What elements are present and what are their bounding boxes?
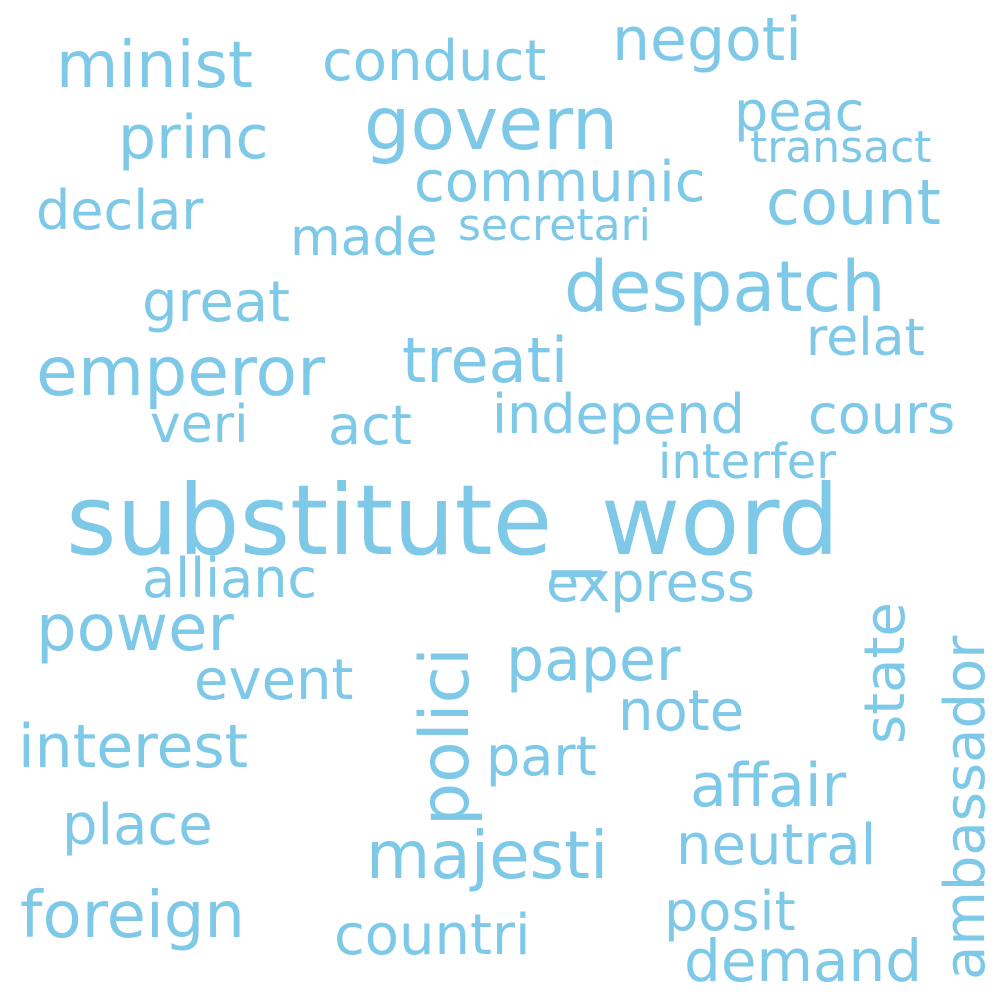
word-note: note bbox=[618, 679, 745, 744]
word-peac: peac bbox=[734, 80, 865, 143]
word-majesti: majesti bbox=[366, 817, 609, 894]
word-count: count bbox=[766, 166, 941, 239]
word-express: express bbox=[546, 551, 756, 614]
word-posit: posit bbox=[664, 880, 796, 943]
word-declar: declar bbox=[36, 179, 204, 242]
word-part: part bbox=[486, 725, 597, 788]
word-govern: govern bbox=[364, 82, 619, 167]
word-place: place bbox=[62, 793, 213, 858]
word-made: made bbox=[290, 208, 438, 268]
word-secretari: secretari bbox=[458, 200, 651, 251]
word-paper: paper bbox=[506, 625, 681, 695]
word-minist: minist bbox=[56, 29, 253, 103]
word-transact: transact bbox=[750, 122, 932, 173]
word-negoti: negoti bbox=[612, 5, 802, 75]
word-veri: veri bbox=[150, 395, 249, 455]
word-princ: princ bbox=[118, 103, 269, 173]
word-emperor: emperor bbox=[36, 333, 326, 412]
word-conduct: conduct bbox=[322, 29, 547, 94]
word-interfer: interfer bbox=[658, 434, 837, 490]
word-state: state bbox=[853, 602, 918, 744]
word-neutral: neutral bbox=[676, 813, 877, 878]
word-treati: treati bbox=[402, 324, 569, 397]
word-ambassador: ambassador bbox=[933, 635, 998, 980]
word-foreign: foreign bbox=[20, 879, 245, 953]
word-cours: cours bbox=[808, 383, 956, 446]
word-act: act bbox=[328, 394, 412, 457]
word-despatch: despatch bbox=[564, 246, 886, 328]
word-communic: communic bbox=[414, 150, 706, 215]
word-affair: affair bbox=[690, 751, 847, 821]
word-allianc: allianc bbox=[142, 547, 318, 610]
word-relat: relat bbox=[806, 308, 925, 368]
word-demand: demand bbox=[684, 927, 923, 995]
word-countri: countri bbox=[334, 903, 531, 968]
word-event: event bbox=[194, 648, 354, 713]
word-interest: interest bbox=[18, 712, 249, 782]
word-independ: independ bbox=[492, 383, 745, 446]
word-power: power bbox=[36, 592, 234, 666]
word-polici: polici bbox=[406, 647, 485, 826]
word-great: great bbox=[142, 270, 291, 335]
word-substitute-word: substitute_word bbox=[66, 464, 840, 577]
